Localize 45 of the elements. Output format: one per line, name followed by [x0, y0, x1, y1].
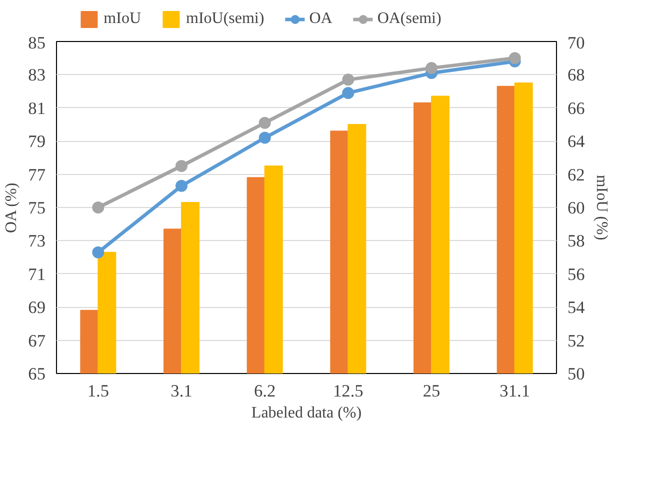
y2-tick-label: 52: [568, 331, 585, 350]
y-tick-label: 67: [28, 331, 46, 350]
legend-label: OA(semi): [377, 10, 442, 28]
y-tick-label: 71: [28, 264, 46, 284]
x-tick-label: 25: [422, 382, 440, 400]
legend-label: OA: [309, 10, 332, 28]
point: [342, 74, 354, 86]
y-tick-label: 81: [28, 98, 46, 118]
point: [426, 62, 438, 74]
x-tick-label: 3.1: [170, 382, 192, 400]
y-axis-title: OA (%): [3, 182, 20, 234]
legend-label: mIoU: [104, 10, 141, 28]
y-tick-label: 77: [28, 165, 46, 184]
x-tick-label: 12.5: [333, 382, 364, 400]
legend-label: mIoU(semi): [186, 10, 264, 28]
y-tick-label: 79: [28, 132, 46, 152]
y-tick-label: 83: [28, 66, 46, 85]
x-tick-label: 31.1: [500, 382, 530, 400]
point: [92, 202, 104, 214]
y2-tick-label: 64: [568, 132, 586, 152]
y2-tick-label: 66: [568, 98, 586, 118]
y2-tick-label: 68: [568, 66, 585, 85]
x-tick-label: 6.2: [254, 382, 276, 400]
x-axis-title: Labeled data (%): [251, 404, 362, 422]
point: [508, 52, 521, 64]
y-tick-label: 75: [28, 198, 46, 218]
y2-tick-label: 56: [568, 264, 586, 284]
point: [258, 116, 271, 129]
y2-tick-label: 60: [568, 198, 585, 218]
point: [258, 132, 271, 144]
point: [342, 86, 354, 99]
y2-axis-title: mIoU (%): [592, 174, 610, 240]
point: [176, 160, 188, 172]
y2-tick-label: 62: [568, 165, 585, 184]
point: [176, 180, 188, 192]
y-tick-label: 69: [28, 298, 46, 318]
y-tick-label: 85: [28, 34, 46, 52]
y-tick-label: 73: [28, 232, 46, 251]
y2-tick-label: 50: [568, 364, 585, 384]
point: [92, 246, 104, 258]
x-tick-label: 1.5: [87, 382, 110, 400]
y2-tick-label: 70: [568, 34, 585, 52]
y2-tick-label: 54: [568, 298, 586, 318]
y2-tick-label: 58: [568, 232, 585, 251]
y-tick-label: 65: [28, 364, 46, 384]
